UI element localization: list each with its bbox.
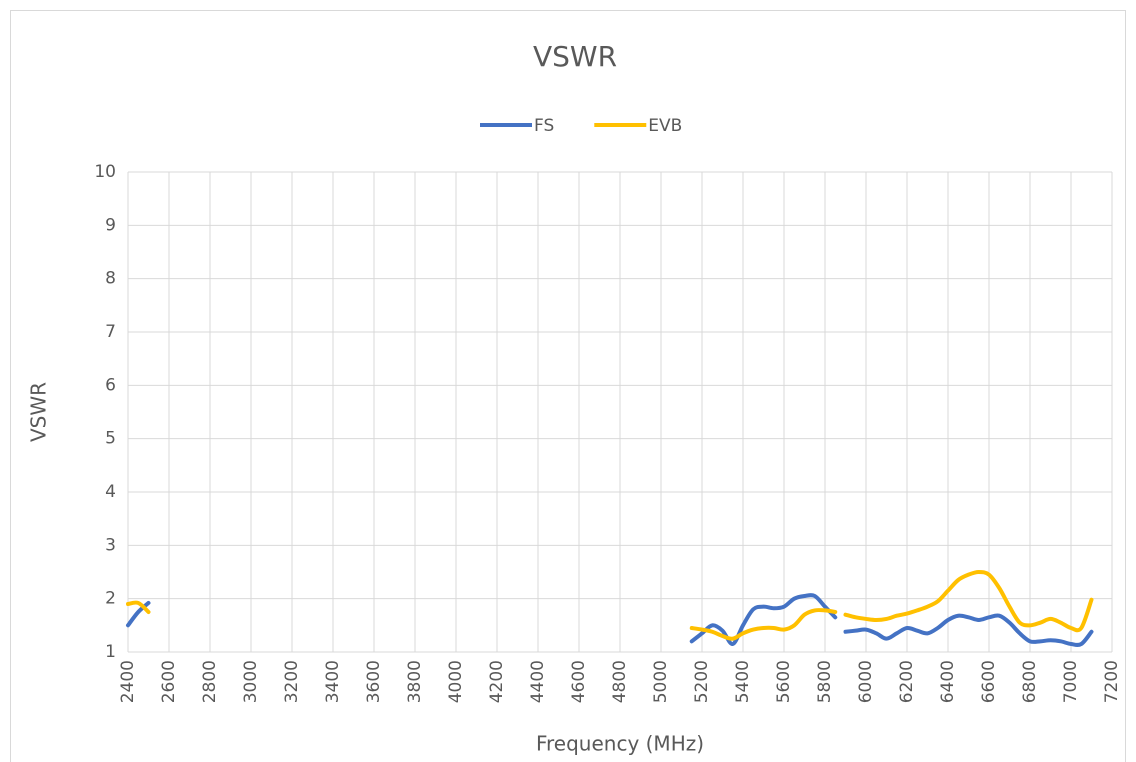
x-tick-label: 4400 (528, 660, 548, 703)
x-tick-label: 6600 (979, 660, 999, 703)
series-line (126, 569, 1094, 641)
x-tick-label: 6800 (1020, 660, 1040, 703)
x-tick-label: 4800 (610, 660, 630, 703)
x-tick-label: 5600 (774, 660, 794, 703)
x-tick-label: 6400 (938, 660, 958, 703)
x-tick-label: 6200 (897, 660, 917, 703)
y-tick-label: 6 (105, 375, 116, 395)
x-tick-label: 4600 (569, 660, 589, 703)
x-axis-title: Frequency (MHz) (536, 732, 704, 756)
x-tick-label: 3000 (241, 660, 261, 703)
x-tick-label: 2600 (159, 660, 179, 703)
legend-label: EVB (648, 116, 682, 136)
x-tick-label: 6000 (856, 660, 876, 703)
y-tick-label: 2 (105, 589, 116, 609)
x-tick-label: 3400 (323, 660, 343, 703)
y-tick-label: 4 (105, 482, 116, 502)
legend-label: FS (534, 116, 554, 136)
y-tick-label: 8 (105, 269, 116, 289)
x-tick-label: 4200 (487, 660, 507, 703)
y-axis-title: VSWR (27, 382, 51, 442)
chart-border (10, 10, 1126, 762)
chart-title: VSWR (533, 40, 617, 73)
y-tick-label: 10 (94, 162, 116, 182)
y-tick-label: 1 (105, 642, 116, 662)
x-tick-label: 2400 (118, 660, 138, 703)
x-tick-label: 3200 (282, 660, 302, 703)
x-tick-label: 5200 (692, 660, 712, 703)
x-tick-label: 4000 (446, 660, 466, 703)
y-tick-label: 9 (105, 215, 116, 235)
x-tick-label: 5400 (733, 660, 753, 703)
series-line (126, 593, 1094, 648)
x-tick-label: 3800 (405, 660, 425, 703)
y-tick-label: 5 (105, 429, 116, 449)
x-tick-label: 7000 (1061, 660, 1081, 703)
x-tick-label: 7200 (1102, 660, 1122, 703)
y-tick-label: 7 (105, 322, 116, 342)
y-tick-label: 3 (105, 535, 116, 555)
x-tick-label: 2800 (200, 660, 220, 703)
x-tick-label: 5800 (815, 660, 835, 703)
x-tick-label: 5000 (651, 660, 671, 703)
x-tick-label: 3600 (364, 660, 384, 703)
